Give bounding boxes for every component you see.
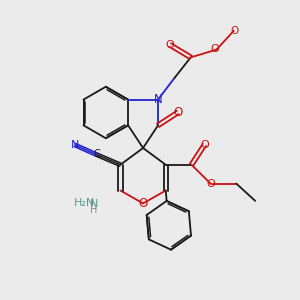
Text: O: O	[166, 40, 175, 50]
Text: O: O	[200, 140, 209, 150]
Text: N: N	[89, 199, 98, 209]
Text: O: O	[206, 178, 215, 189]
Text: N: N	[70, 140, 79, 150]
Text: O: O	[210, 44, 219, 54]
Text: O: O	[173, 106, 182, 119]
Text: O: O	[231, 26, 239, 36]
Text: N: N	[154, 93, 162, 106]
Text: H: H	[90, 205, 97, 215]
Text: H₂N: H₂N	[74, 198, 94, 208]
Text: O: O	[138, 197, 148, 210]
Text: C: C	[94, 149, 101, 160]
